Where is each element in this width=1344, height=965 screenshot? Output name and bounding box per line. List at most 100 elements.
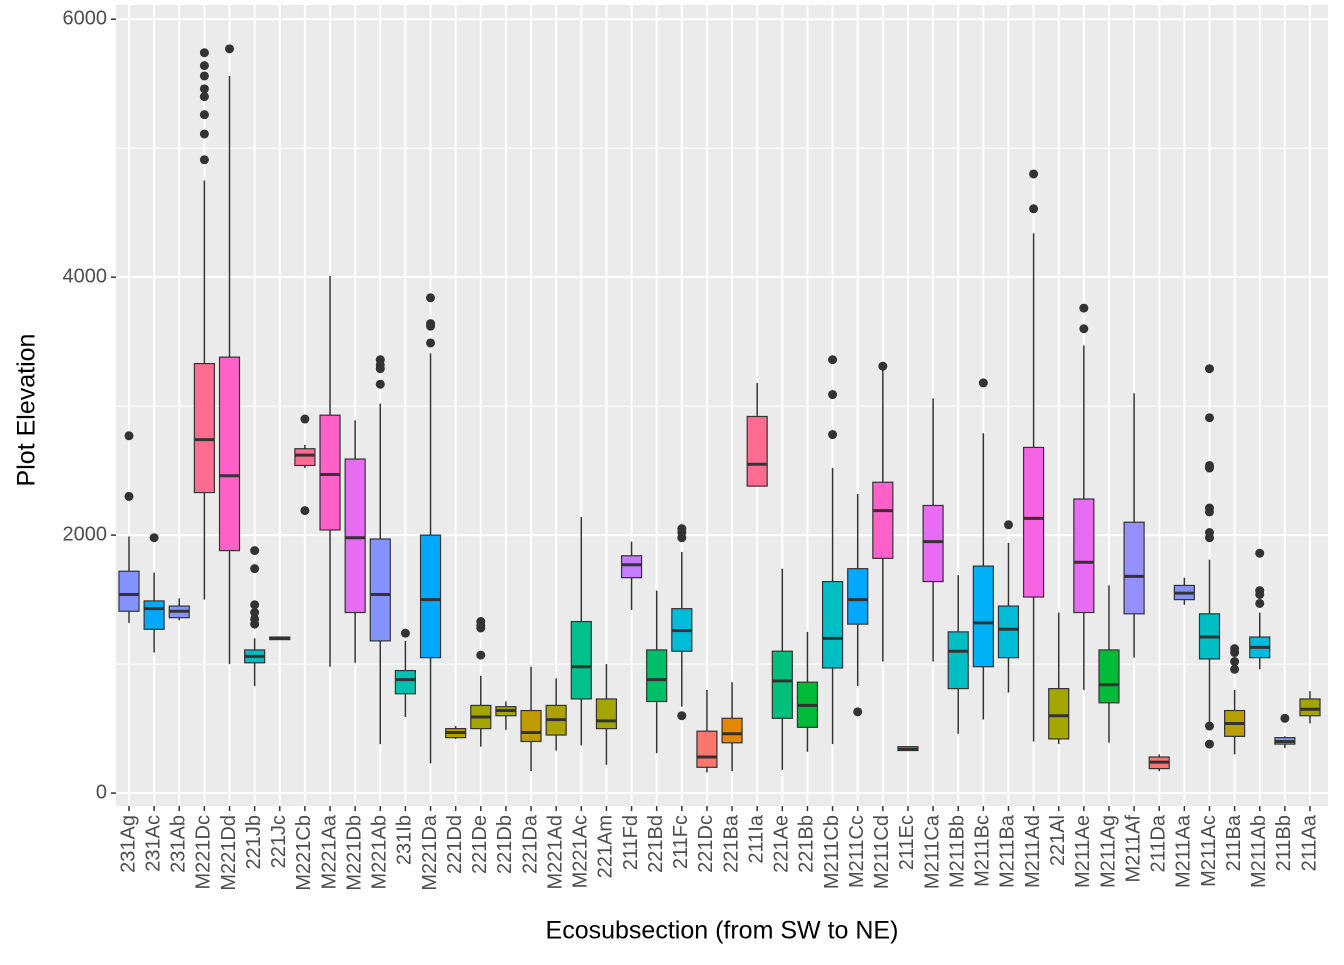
x-tick-label: 221Ba xyxy=(720,814,742,873)
outlier xyxy=(300,414,310,424)
x-tick-label: 211Ba xyxy=(1223,814,1245,871)
outlier xyxy=(199,155,209,165)
outlier xyxy=(1029,169,1039,179)
outlier xyxy=(1255,598,1265,608)
y-tick-label: 0 xyxy=(96,781,107,803)
outlier xyxy=(199,129,209,139)
outlier xyxy=(1204,721,1214,731)
box xyxy=(294,448,316,467)
x-tick-label: 221Am xyxy=(595,815,617,878)
outlier xyxy=(250,619,260,629)
outlier xyxy=(853,707,863,717)
outlier xyxy=(677,711,687,721)
x-tick-label: 221Al xyxy=(1047,815,1069,866)
box xyxy=(847,568,869,625)
x-tick-label: M211Ae xyxy=(1072,815,1094,888)
x-tick-label: M221Dd xyxy=(218,815,240,891)
x-tick-label: 211Ec xyxy=(896,815,918,870)
x-tick-label: M211Cc xyxy=(846,815,868,888)
outlier xyxy=(1204,413,1214,423)
box xyxy=(620,555,643,579)
x-tick-label: 211Ia xyxy=(745,814,767,863)
outlier xyxy=(426,338,436,348)
outlier xyxy=(375,364,385,374)
outlier xyxy=(476,650,486,660)
box xyxy=(1022,446,1045,598)
outlier xyxy=(1230,657,1240,667)
x-tick-label: 221Db xyxy=(494,815,516,874)
y-tick-label: 6000 xyxy=(63,7,108,29)
box xyxy=(520,709,542,743)
outlier xyxy=(1204,533,1214,543)
outlier xyxy=(300,506,310,516)
outlier xyxy=(828,355,838,365)
outlier xyxy=(476,623,486,633)
y-tick-label: 4000 xyxy=(63,265,108,287)
box xyxy=(218,356,241,552)
box xyxy=(570,620,592,700)
marks xyxy=(118,44,1321,773)
outlier xyxy=(124,491,134,501)
x-tick-label: M211Ab xyxy=(1248,815,1270,888)
outlier xyxy=(828,430,838,440)
x-tick-label: M221Da xyxy=(419,814,441,890)
outlier xyxy=(1029,204,1039,214)
box xyxy=(143,600,165,630)
box xyxy=(369,538,391,642)
x-tick-label: M221Dc xyxy=(193,815,215,889)
x-tick-label: M211Bb xyxy=(946,815,968,888)
x-tick-label: 221Dc xyxy=(695,815,717,873)
x-tick-label: M211Ac xyxy=(1198,815,1220,887)
box xyxy=(696,730,718,768)
outlier xyxy=(250,600,260,610)
plot-background xyxy=(116,5,1328,806)
box xyxy=(595,698,618,730)
box xyxy=(344,458,366,614)
x-tick-label: M211Ag xyxy=(1097,815,1119,888)
x-tick-label: 221Dd xyxy=(444,815,466,874)
box xyxy=(419,534,442,659)
x-tick-label: M211Cb xyxy=(821,815,843,889)
x-tick-label: 211Fd xyxy=(620,815,642,870)
x-tick-label: 221Da xyxy=(519,814,541,874)
outlier xyxy=(1230,648,1240,658)
x-tick-label: 221Bd xyxy=(645,815,667,873)
outlier xyxy=(978,378,988,388)
x-tick-label: 231Ab xyxy=(168,815,190,873)
x-tick-label: 211Bb xyxy=(1273,815,1295,871)
x-tick-label: M211Ad xyxy=(1022,815,1044,888)
x-tick-label: M211Cd xyxy=(871,815,893,889)
y-axis-title: Plot Elevation xyxy=(13,334,41,487)
box xyxy=(1123,521,1145,615)
outlier xyxy=(1204,463,1214,473)
outlier xyxy=(1079,303,1089,313)
x-tick-label: M221Ac xyxy=(570,815,592,888)
box xyxy=(746,415,768,487)
outlier xyxy=(250,608,260,618)
x-tick-label: 231Ib xyxy=(394,815,416,865)
box xyxy=(922,504,944,583)
outlier xyxy=(149,533,159,543)
x-tick-label: M211Bc xyxy=(972,815,994,887)
outlier xyxy=(225,44,235,54)
box xyxy=(118,570,140,612)
box xyxy=(972,565,994,668)
x-tick-label: 221Ae xyxy=(771,815,793,873)
outlier xyxy=(199,84,209,94)
x-axis-title: Ecosubsection (from SW to NE) xyxy=(546,917,899,945)
outlier xyxy=(1230,664,1240,674)
box xyxy=(947,631,969,690)
x-tick-label: 221De xyxy=(469,815,491,874)
box xyxy=(1098,649,1120,704)
outlier xyxy=(124,431,134,441)
outlier xyxy=(426,321,436,331)
outlier xyxy=(1280,713,1290,723)
outlier xyxy=(250,564,260,574)
box xyxy=(1048,688,1070,740)
outlier xyxy=(375,379,385,389)
outlier xyxy=(1003,520,1013,530)
box xyxy=(821,580,844,669)
outlier xyxy=(1204,739,1214,749)
x-tick-label: 221Jc xyxy=(268,815,290,868)
